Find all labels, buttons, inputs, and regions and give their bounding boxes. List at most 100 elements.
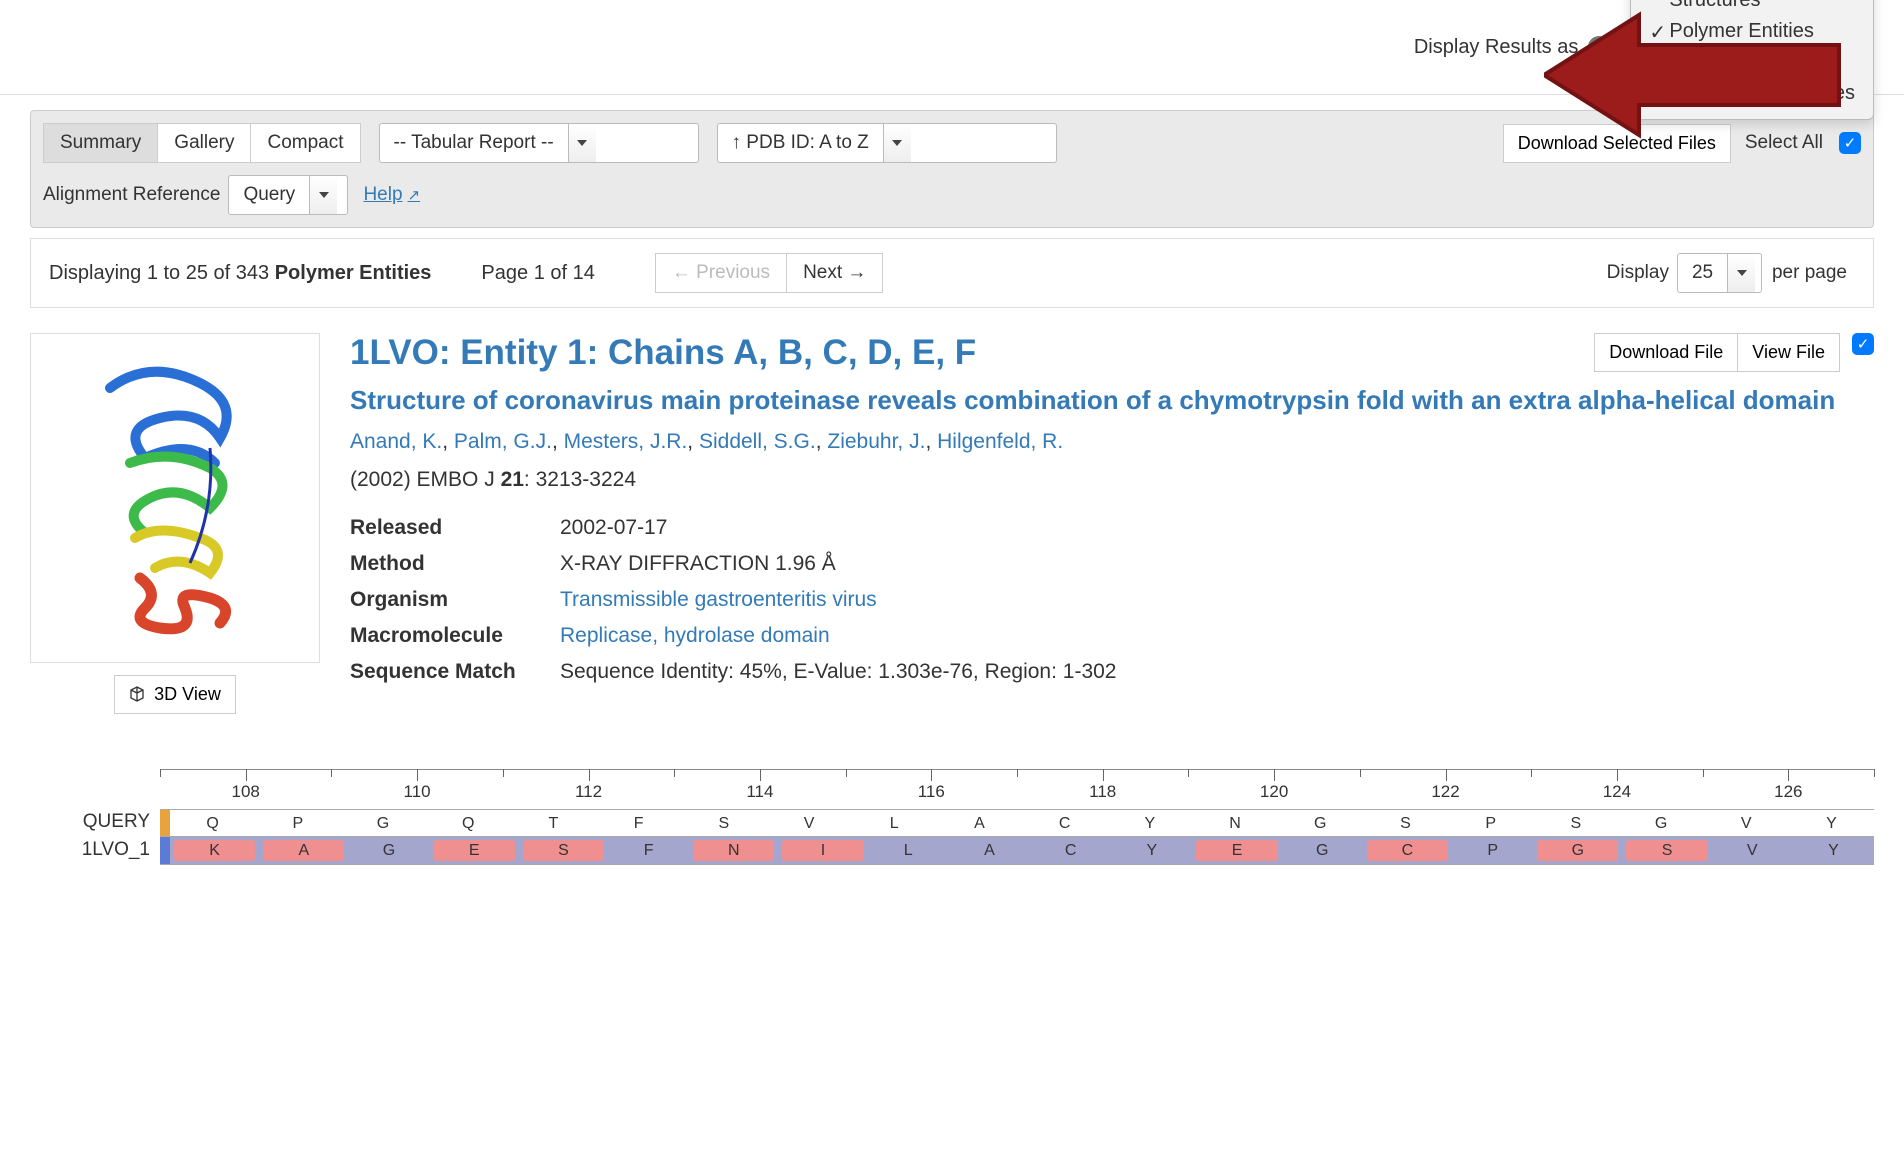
chevron-down-icon	[309, 176, 337, 214]
query-sequence-row: QPGQTFSVLACYNGSPSGVY	[160, 809, 1874, 837]
subject-accent-bar	[160, 837, 170, 864]
select-value: -- Tabular Report --	[380, 132, 568, 154]
tab-gallery[interactable]: Gallery	[158, 123, 251, 163]
residue-cell: Y	[1107, 810, 1192, 836]
residue-cell: V	[1712, 837, 1793, 864]
tick-label: 122	[1431, 782, 1459, 802]
macromolecule-label: Macromolecule	[350, 624, 560, 648]
tick-label: 120	[1260, 782, 1288, 802]
prev-page-button[interactable]: ← Previous	[655, 253, 787, 293]
residue-cell: F	[608, 837, 689, 864]
residue-cell: V	[1704, 810, 1789, 836]
residue-cell: P	[1448, 810, 1533, 836]
residue-cell: S	[1626, 840, 1707, 861]
residue-cell: N	[1192, 810, 1277, 836]
macromolecule-link[interactable]: Replicase, hydrolase domain	[560, 624, 1874, 648]
structure-thumbnail[interactable]	[30, 333, 320, 663]
method-label: Method	[350, 552, 560, 576]
tabular-report-select[interactable]: -- Tabular Report --	[379, 123, 699, 163]
residue-cell: T	[511, 810, 596, 836]
residue-cell: G	[348, 837, 429, 864]
residue-cell: S	[1533, 810, 1618, 836]
per-page-label: Display	[1607, 262, 1669, 284]
help-link[interactable]: Help ↗	[363, 184, 420, 206]
chevron-down-icon	[1727, 254, 1755, 292]
released-label: Released	[350, 516, 560, 540]
metadata-table: Released2002-07-17 MethodX-RAY DIFFRACTI…	[350, 510, 1874, 690]
sequence-match-label: Sequence Match	[350, 660, 560, 684]
residue-cell: F	[596, 810, 681, 836]
tick-label: 126	[1774, 782, 1802, 802]
tab-compact[interactable]: Compact	[251, 123, 360, 163]
next-page-button[interactable]: Next →	[787, 253, 883, 293]
residue-cell: C	[1367, 840, 1448, 861]
results-count: Displaying 1 to 25 of 343 Polymer Entiti…	[49, 262, 431, 285]
alignment-reference-select[interactable]: Query	[228, 175, 348, 215]
select-entry-checkbox[interactable]: ✓	[1852, 333, 1874, 355]
query-row-label: QUERY	[30, 811, 150, 833]
sequence-match-value: Sequence Identity: 45%, E-Value: 1.303e-…	[560, 660, 1874, 684]
authors-list: Anand, K., Palm, G.J., Mesters, J.R., Si…	[350, 430, 1874, 454]
residue-cell: K	[174, 840, 255, 861]
download-file-button[interactable]: Download File	[1594, 333, 1738, 372]
residue-cell: G	[1618, 810, 1703, 836]
tick-label: 108	[232, 782, 260, 802]
query-accent-bar	[160, 810, 170, 836]
select-value: ↑ PDB ID: A to Z	[718, 132, 883, 154]
released-value: 2002-07-17	[560, 516, 1874, 540]
subject-row-label: 1LVO_1	[30, 839, 150, 861]
subject-sequence-row: KAGESFNILACYEGCPGSVY	[160, 837, 1874, 865]
residue-cell: A	[949, 837, 1030, 864]
sequence-alignment: 108110112114116118120122124126 QUERY QPG…	[30, 769, 1874, 865]
residue-cell: I	[782, 840, 863, 861]
residue-cell: E	[1196, 840, 1277, 861]
residue-cell: C	[1030, 837, 1111, 864]
organism-link[interactable]: Transmissible gastroenteritis virus	[560, 588, 1874, 612]
residue-cell: Q	[170, 810, 255, 836]
entry-title[interactable]: 1LVO: Entity 1: Chains A, B, C, D, E, F	[350, 333, 1594, 373]
author-link[interactable]: Palm, G.J.	[454, 430, 552, 453]
residue-cell: P	[255, 810, 340, 836]
residue-cell: G	[1278, 810, 1363, 836]
residue-cell: L	[852, 810, 937, 836]
residue-cell: C	[1022, 810, 1107, 836]
result-entry: 3D View 1LVO: Entity 1: Chains A, B, C, …	[30, 333, 1874, 714]
cube-icon	[129, 686, 145, 702]
residue-cell: Y	[1789, 810, 1874, 836]
page-indicator: Page 1 of 14	[481, 262, 594, 285]
per-page-suffix: per page	[1772, 262, 1847, 284]
chevron-down-icon	[568, 124, 596, 162]
tick-label: 112	[575, 782, 602, 802]
residue-cell: G	[340, 810, 425, 836]
author-link[interactable]: Ziebuhr, J.	[827, 430, 925, 453]
select-value: 25	[1678, 262, 1727, 284]
sort-select[interactable]: ↑ PDB ID: A to Z	[717, 123, 1057, 163]
tick-label: 116	[918, 782, 945, 802]
alignment-reference-label: Alignment Reference	[43, 184, 220, 206]
author-link[interactable]: Siddell, S.G.	[699, 430, 816, 453]
author-link[interactable]: Mesters, J.R.	[564, 430, 688, 453]
chevron-down-icon	[883, 124, 911, 162]
protein-ribbon-icon	[60, 348, 290, 648]
residue-cell: A	[263, 840, 344, 861]
residue-cell: Y	[1111, 837, 1192, 864]
residue-cell: S	[681, 810, 766, 836]
author-link[interactable]: Hilgenfeld, R.	[937, 430, 1063, 453]
view-3d-button[interactable]: 3D View	[114, 675, 236, 714]
method-value: X-RAY DIFFRACTION 1.96 Å	[560, 552, 1874, 576]
residue-cell: Q	[426, 810, 511, 836]
residue-cell: S	[523, 840, 604, 861]
entry-subtitle[interactable]: Structure of coronavirus main proteinase…	[350, 383, 1874, 418]
per-page-select[interactable]: 25	[1677, 253, 1762, 293]
tick-label: 118	[1089, 782, 1116, 802]
residue-cell: Y	[1793, 837, 1874, 864]
organism-label: Organism	[350, 588, 560, 612]
view-file-button[interactable]: View File	[1738, 333, 1840, 372]
pager-bar: Displaying 1 to 25 of 343 Polymer Entiti…	[30, 238, 1874, 308]
residue-cell: E	[434, 840, 515, 861]
tick-label: 110	[404, 782, 431, 802]
author-link[interactable]: Anand, K.	[350, 430, 442, 453]
alignment-ruler: 108110112114116118120122124126	[160, 769, 1874, 809]
tab-summary[interactable]: Summary	[43, 123, 158, 163]
file-buttons: Download File View File	[1594, 333, 1840, 372]
